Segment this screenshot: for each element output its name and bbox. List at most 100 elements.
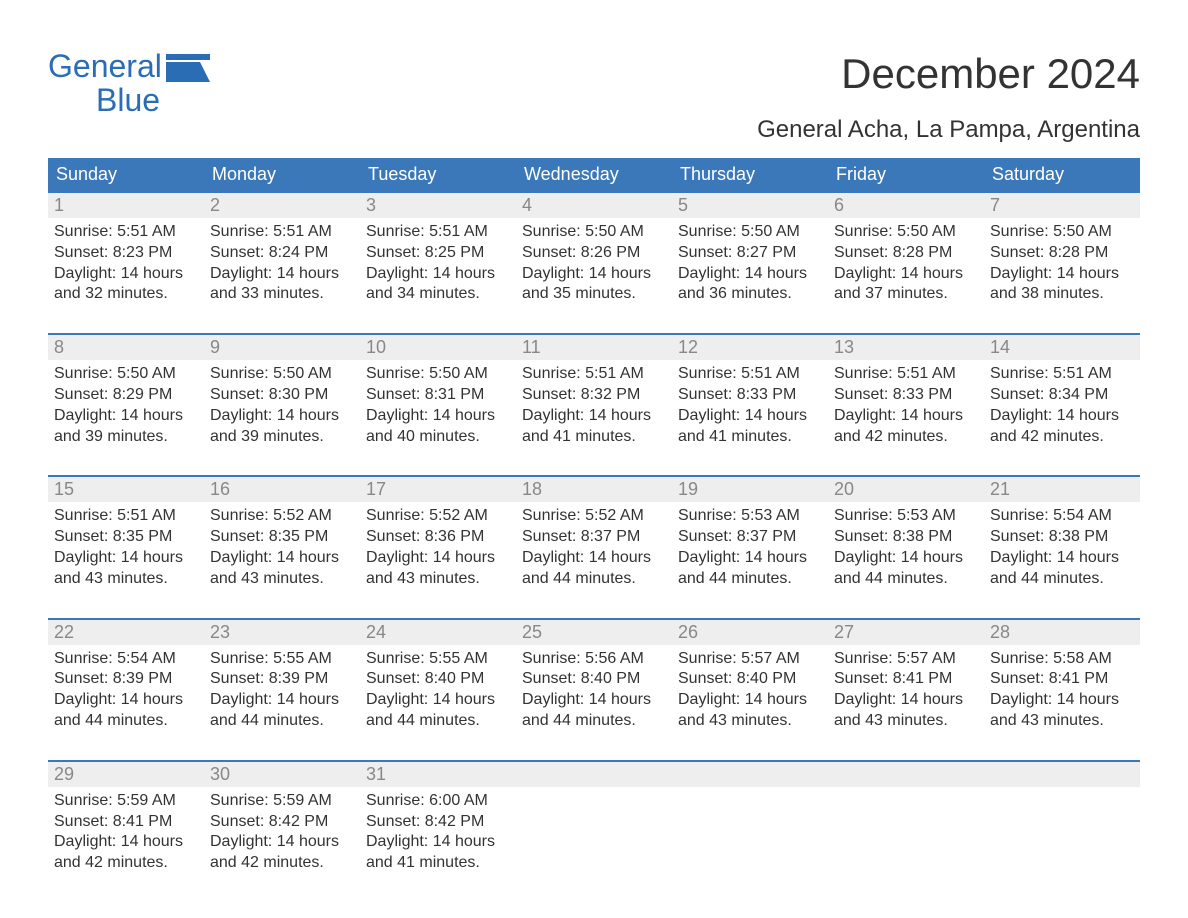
daylight-line-2: and 36 minutes. [678, 284, 822, 305]
daylight-line-1: Daylight: 14 hours [678, 548, 822, 569]
daylight-line-2: and 43 minutes. [990, 711, 1134, 732]
daylight-line-2: and 44 minutes. [522, 711, 666, 732]
day-number: 5 [672, 193, 828, 218]
daylight-line-1: Daylight: 14 hours [366, 690, 510, 711]
day-number: 20 [828, 477, 984, 502]
day-cell: Sunrise: 5:50 AMSunset: 8:31 PMDaylight:… [360, 360, 516, 475]
sunset-line: Sunset: 8:41 PM [990, 669, 1134, 690]
daylight-line-1: Daylight: 14 hours [210, 832, 354, 853]
day-number: 4 [516, 193, 672, 218]
sunset-line: Sunset: 8:38 PM [834, 527, 978, 548]
sunrise-line: Sunrise: 5:59 AM [210, 791, 354, 812]
day-number-row: 22232425262728 [48, 620, 1140, 645]
day-cell: Sunrise: 5:50 AMSunset: 8:27 PMDaylight:… [672, 218, 828, 333]
daylight-line-1: Daylight: 14 hours [210, 264, 354, 285]
day-cell: Sunrise: 5:54 AMSunset: 8:39 PMDaylight:… [48, 645, 204, 760]
day-cell: Sunrise: 5:50 AMSunset: 8:30 PMDaylight:… [204, 360, 360, 475]
sunrise-line: Sunrise: 5:52 AM [522, 506, 666, 527]
weekday-header: Wednesday [516, 158, 672, 191]
weekday-header: Tuesday [360, 158, 516, 191]
sunset-line: Sunset: 8:26 PM [522, 243, 666, 264]
sunrise-line: Sunrise: 5:50 AM [834, 222, 978, 243]
day-number [672, 762, 828, 787]
daylight-line-1: Daylight: 14 hours [366, 548, 510, 569]
day-cell: Sunrise: 5:51 AMSunset: 8:24 PMDaylight:… [204, 218, 360, 333]
sunset-line: Sunset: 8:42 PM [366, 812, 510, 833]
daylight-line-2: and 42 minutes. [210, 853, 354, 874]
weekday-header-row: Sunday Monday Tuesday Wednesday Thursday… [48, 158, 1140, 191]
daylight-line-2: and 37 minutes. [834, 284, 978, 305]
day-cell [672, 787, 828, 902]
day-cell: Sunrise: 5:57 AMSunset: 8:41 PMDaylight:… [828, 645, 984, 760]
sunset-line: Sunset: 8:34 PM [990, 385, 1134, 406]
sunset-line: Sunset: 8:29 PM [54, 385, 198, 406]
sunrise-line: Sunrise: 5:51 AM [522, 364, 666, 385]
daylight-line-2: and 39 minutes. [54, 427, 198, 448]
sunrise-line: Sunrise: 5:56 AM [522, 649, 666, 670]
day-number: 28 [984, 620, 1140, 645]
daylight-line-2: and 44 minutes. [366, 711, 510, 732]
day-number: 1 [48, 193, 204, 218]
day-number: 15 [48, 477, 204, 502]
sunrise-line: Sunrise: 5:51 AM [990, 364, 1134, 385]
sunrise-line: Sunrise: 5:54 AM [54, 649, 198, 670]
day-cell: Sunrise: 5:53 AMSunset: 8:38 PMDaylight:… [828, 502, 984, 617]
day-cell [984, 787, 1140, 902]
day-cell: Sunrise: 6:00 AMSunset: 8:42 PMDaylight:… [360, 787, 516, 902]
daylight-line-2: and 43 minutes. [834, 711, 978, 732]
day-number: 8 [48, 335, 204, 360]
day-number: 21 [984, 477, 1140, 502]
calendar-week: 293031Sunrise: 5:59 AMSunset: 8:41 PMDay… [48, 760, 1140, 902]
day-number-row: 1234567 [48, 193, 1140, 218]
daylight-line-2: and 44 minutes. [834, 569, 978, 590]
sunset-line: Sunset: 8:35 PM [210, 527, 354, 548]
day-cell: Sunrise: 5:54 AMSunset: 8:38 PMDaylight:… [984, 502, 1140, 617]
sunrise-line: Sunrise: 5:57 AM [834, 649, 978, 670]
daylight-line-2: and 33 minutes. [210, 284, 354, 305]
day-number: 3 [360, 193, 516, 218]
sunrise-line: Sunrise: 5:55 AM [366, 649, 510, 670]
day-cell: Sunrise: 5:52 AMSunset: 8:36 PMDaylight:… [360, 502, 516, 617]
day-number: 22 [48, 620, 204, 645]
sunset-line: Sunset: 8:27 PM [678, 243, 822, 264]
day-number: 2 [204, 193, 360, 218]
day-number: 14 [984, 335, 1140, 360]
day-number: 25 [516, 620, 672, 645]
day-cell [516, 787, 672, 902]
sunset-line: Sunset: 8:40 PM [366, 669, 510, 690]
day-cell: Sunrise: 5:52 AMSunset: 8:35 PMDaylight:… [204, 502, 360, 617]
day-number: 10 [360, 335, 516, 360]
daylight-line-2: and 42 minutes. [54, 853, 198, 874]
daylight-line-1: Daylight: 14 hours [54, 548, 198, 569]
sunset-line: Sunset: 8:42 PM [210, 812, 354, 833]
day-cell: Sunrise: 5:57 AMSunset: 8:40 PMDaylight:… [672, 645, 828, 760]
sunrise-line: Sunrise: 5:53 AM [834, 506, 978, 527]
sunrise-line: Sunrise: 5:51 AM [366, 222, 510, 243]
sunrise-line: Sunrise: 5:51 AM [54, 222, 198, 243]
day-cell: Sunrise: 5:51 AMSunset: 8:33 PMDaylight:… [828, 360, 984, 475]
day-number-row: 293031 [48, 762, 1140, 787]
daylight-line-2: and 42 minutes. [990, 427, 1134, 448]
header: General Blue December 2024 General Acha,… [48, 50, 1140, 144]
day-cell: Sunrise: 5:50 AMSunset: 8:29 PMDaylight:… [48, 360, 204, 475]
sunrise-line: Sunrise: 5:50 AM [366, 364, 510, 385]
month-title: December 2024 [757, 50, 1140, 98]
day-cell: Sunrise: 5:51 AMSunset: 8:23 PMDaylight:… [48, 218, 204, 333]
sunrise-line: Sunrise: 5:53 AM [678, 506, 822, 527]
sunrise-line: Sunrise: 5:51 AM [54, 506, 198, 527]
sunset-line: Sunset: 8:39 PM [210, 669, 354, 690]
daylight-line-1: Daylight: 14 hours [522, 406, 666, 427]
day-number: 26 [672, 620, 828, 645]
day-cell: Sunrise: 5:59 AMSunset: 8:41 PMDaylight:… [48, 787, 204, 902]
logo-line1: General [48, 50, 162, 84]
sunset-line: Sunset: 8:35 PM [54, 527, 198, 548]
daylight-line-2: and 39 minutes. [210, 427, 354, 448]
sunset-line: Sunset: 8:25 PM [366, 243, 510, 264]
daylight-line-2: and 44 minutes. [678, 569, 822, 590]
daylight-line-2: and 44 minutes. [54, 711, 198, 732]
daylight-line-2: and 44 minutes. [210, 711, 354, 732]
sunset-line: Sunset: 8:31 PM [366, 385, 510, 406]
day-cell: Sunrise: 5:51 AMSunset: 8:34 PMDaylight:… [984, 360, 1140, 475]
daylight-line-1: Daylight: 14 hours [522, 548, 666, 569]
day-number: 18 [516, 477, 672, 502]
